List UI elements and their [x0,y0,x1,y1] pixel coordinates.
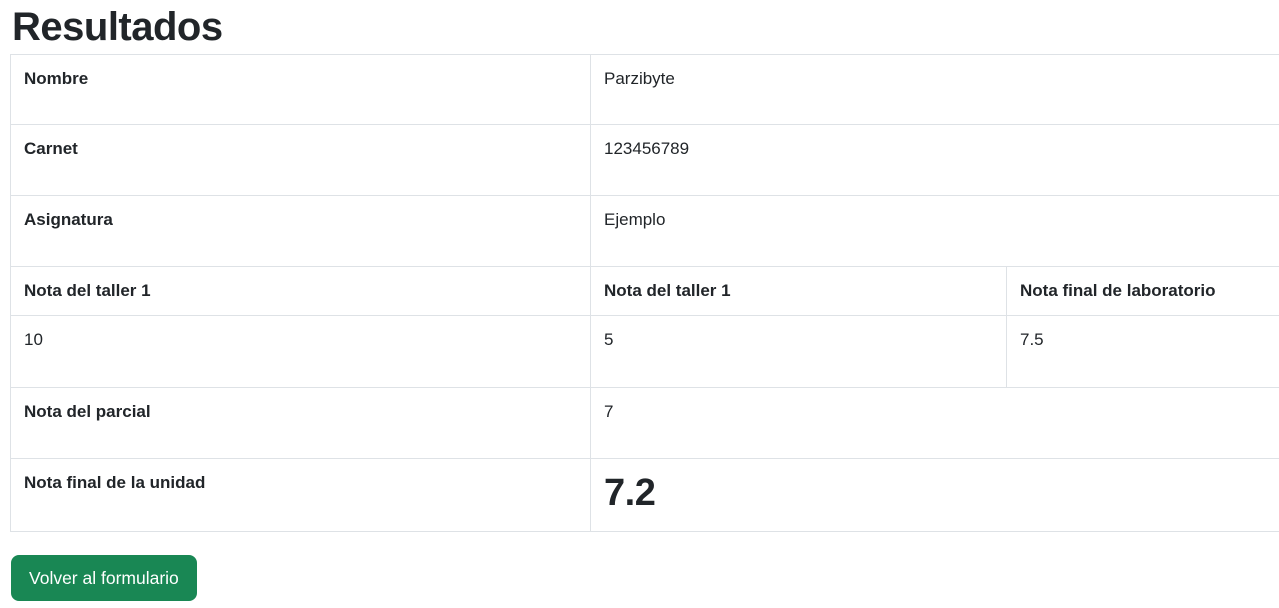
grade-value-laboratorio: 7.5 [1006,315,1279,388]
table-row-asignatura: Asignatura Ejemplo [10,195,1279,267]
table-row-nombre: Nombre Parzibyte [10,54,1279,125]
row-value-parcial: 7 [590,387,1279,459]
grade-header-taller1: Nota del taller 1 [10,266,591,316]
table-row-parcial: Nota del parcial 7 [10,387,1279,459]
row-label-parcial: Nota del parcial [10,387,591,459]
row-label-nombre: Nombre [10,54,591,125]
row-value-carnet: 123456789 [590,124,1279,196]
table-row-grade-headers: Nota del taller 1 Nota del taller 1 Nota… [10,266,1279,316]
row-value-asignatura: Ejemplo [590,195,1279,267]
row-label-asignatura: Asignatura [10,195,591,267]
row-value-nombre: Parzibyte [590,54,1279,125]
back-to-form-button[interactable]: Volver al formulario [11,555,197,601]
results-table: Nombre Parzibyte Carnet 123456789 Asigna… [10,54,1279,532]
table-row-grade-values: 10 5 7.5 [10,315,1279,388]
grade-value-taller1: 10 [10,315,591,388]
row-label-final: Nota final de la unidad [10,458,591,532]
final-grade-value: 7.2 [604,472,656,514]
grade-value-taller2: 5 [590,315,1007,388]
table-row-final: Nota final de la unidad 7.2 [10,458,1279,532]
table-row-carnet: Carnet 123456789 [10,124,1279,196]
grade-header-laboratorio: Nota final de laboratorio [1006,266,1279,316]
grade-header-taller2: Nota del taller 1 [590,266,1007,316]
row-label-carnet: Carnet [10,124,591,196]
row-value-final-cell: 7.2 [590,458,1279,532]
page-title: Resultados [12,5,223,49]
